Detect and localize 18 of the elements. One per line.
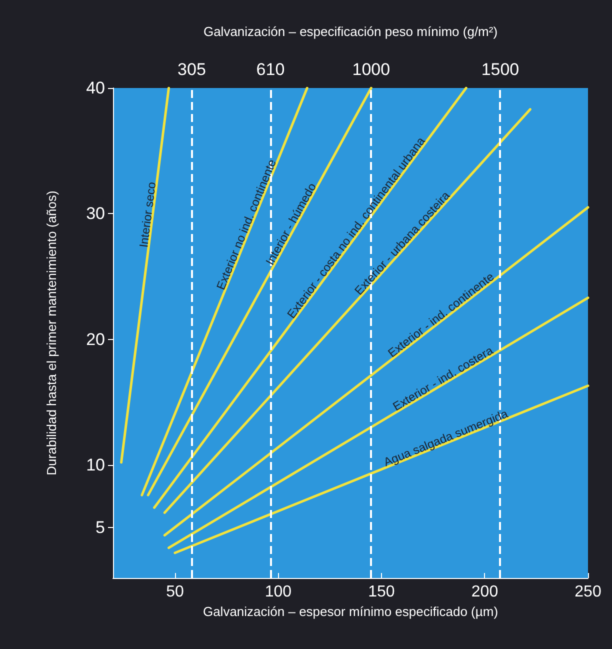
text: Interior seco [136,180,159,248]
y-tick-label: 5 [96,518,105,538]
x-tick-label: 50 [166,584,184,600]
y-tick-label: 30 [86,204,105,224]
x-tick-label: 100 [264,584,292,600]
y-tick-label: 40 [86,78,105,98]
y-tick-label: 20 [86,330,105,349]
x-tick-label: 150 [368,584,395,600]
x-tick-label: 250 [574,584,602,600]
y-axis-title: Durabilidad hasta el primer mantenimiento (años) [44,190,59,476]
y-tick-label: 10 [86,455,105,474]
x-tick-label: 200 [471,584,498,600]
x2-tick-label: 1500 [481,60,520,79]
x2-tick-label: 1000 [352,60,390,79]
x2-axis-title: Galvanización – especificación peso mínimo (g/m²) [203,24,498,39]
x2-tick-label: 305 [178,60,206,79]
x-axis-title: Galvanización – espesor mínimo especificado (µm) [202,604,498,619]
x2-tick-label: 610 [256,60,285,79]
